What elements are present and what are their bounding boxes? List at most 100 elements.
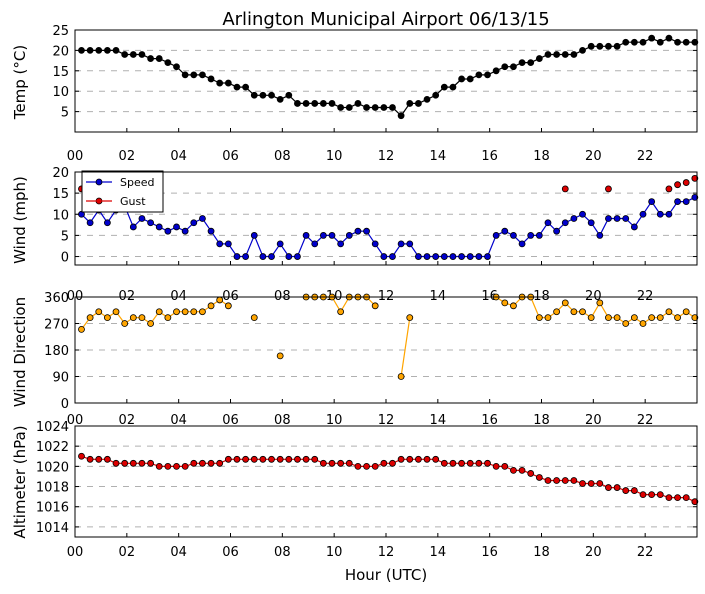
altimeter-point bbox=[561, 477, 569, 484]
x-tick-label: 04 bbox=[170, 545, 187, 560]
speed-point bbox=[510, 232, 517, 239]
y-axis-title: Altimeter (hPa) bbox=[11, 425, 29, 538]
plot-frame bbox=[74, 425, 698, 538]
speed-point bbox=[259, 253, 267, 260]
altimeter-point bbox=[389, 459, 396, 467]
speed-point bbox=[242, 253, 250, 260]
x-tick-label: 10 bbox=[326, 149, 343, 164]
direction-point bbox=[216, 296, 224, 304]
temp-point bbox=[363, 104, 370, 111]
speed-point bbox=[484, 253, 491, 260]
x-tick-label: 02 bbox=[119, 545, 136, 560]
gust-point bbox=[561, 185, 569, 193]
speed-point bbox=[605, 215, 612, 222]
altimeter-point bbox=[648, 491, 656, 499]
speed-point bbox=[587, 219, 595, 227]
temp-point bbox=[596, 42, 604, 50]
temp-point bbox=[423, 95, 431, 103]
speed-point bbox=[216, 240, 224, 248]
x-tick-label: 00 bbox=[67, 413, 84, 428]
direction-point bbox=[173, 308, 180, 316]
speed-point bbox=[337, 240, 345, 248]
x-tick-label: 02 bbox=[119, 149, 136, 164]
legend-speed-label: Speed bbox=[120, 176, 154, 189]
temp-point bbox=[389, 104, 396, 111]
direction-point bbox=[656, 314, 664, 322]
altimeter-point bbox=[510, 466, 517, 474]
panel-wind: 05101520000204060810121416182022Wind (mp… bbox=[11, 166, 699, 304]
y-tick-label: 1022 bbox=[36, 440, 69, 455]
direction-point bbox=[78, 325, 85, 333]
temp-point bbox=[103, 47, 111, 54]
temp-point bbox=[432, 91, 440, 99]
x-tick-label: 14 bbox=[430, 149, 447, 164]
altimeter-point bbox=[553, 477, 561, 484]
direction-point bbox=[648, 314, 656, 322]
altimeter-point bbox=[544, 477, 552, 484]
temp-point bbox=[233, 83, 241, 91]
speed-point bbox=[328, 232, 336, 239]
altimeter-point bbox=[674, 494, 681, 502]
altimeter-point bbox=[276, 455, 284, 463]
altimeter-point bbox=[242, 455, 250, 463]
speed-point bbox=[311, 240, 319, 248]
temp-point bbox=[276, 95, 284, 103]
altimeter-point bbox=[665, 494, 673, 502]
temp-point bbox=[268, 91, 275, 99]
altimeter-point bbox=[622, 487, 630, 494]
gust-point bbox=[674, 181, 681, 189]
direction-point bbox=[570, 308, 578, 316]
altimeter-point bbox=[78, 452, 85, 460]
speed-point bbox=[103, 219, 111, 227]
speed-point bbox=[250, 232, 258, 239]
altimeter-point bbox=[371, 462, 379, 470]
altimeter-point bbox=[579, 480, 586, 487]
speed-point bbox=[181, 227, 189, 235]
direction-point bbox=[250, 314, 258, 322]
speed-point bbox=[656, 210, 664, 218]
temp-point bbox=[466, 75, 474, 83]
temp-point bbox=[216, 79, 224, 87]
legend-box bbox=[81, 170, 164, 213]
y-tick-label: 15 bbox=[52, 65, 69, 80]
x-tick-label: 22 bbox=[637, 413, 654, 428]
y-axis-title: Temp (°C) bbox=[11, 45, 29, 120]
y-axis-title: Wind (mph) bbox=[11, 176, 29, 264]
altimeter-point bbox=[423, 455, 431, 463]
direction-point bbox=[371, 302, 379, 310]
temp-point bbox=[648, 34, 656, 42]
direction-point bbox=[138, 314, 146, 322]
temp-point bbox=[691, 38, 699, 46]
direction-point bbox=[587, 314, 595, 322]
altimeter-point bbox=[656, 491, 664, 499]
speed-point bbox=[630, 223, 638, 231]
speed-point bbox=[665, 210, 673, 218]
altimeter-point bbox=[155, 462, 163, 470]
speed-point bbox=[544, 219, 552, 227]
speed-point bbox=[570, 215, 578, 222]
speed-point bbox=[389, 253, 396, 260]
altimeter-point bbox=[103, 455, 111, 463]
speed-point bbox=[294, 253, 301, 260]
altimeter-point bbox=[147, 459, 154, 467]
temp-point bbox=[630, 38, 638, 46]
temp-point bbox=[319, 100, 327, 107]
speed-point bbox=[345, 232, 353, 239]
y-tick-label: 0 bbox=[61, 397, 69, 412]
x-tick-label: 20 bbox=[585, 545, 602, 560]
x-tick-label: 14 bbox=[430, 413, 447, 428]
temp-point bbox=[121, 51, 129, 58]
speed-point bbox=[674, 198, 681, 205]
speed-point bbox=[613, 215, 621, 222]
temp-point bbox=[250, 91, 258, 99]
altimeter-point bbox=[535, 474, 543, 481]
altimeter-point bbox=[207, 459, 215, 467]
x-tick-label: 06 bbox=[222, 545, 239, 560]
altimeter-point bbox=[345, 459, 353, 467]
temp-point bbox=[86, 47, 94, 54]
x-tick-label: 10 bbox=[326, 545, 343, 560]
y-tick-label: 1014 bbox=[36, 521, 69, 536]
direction-point bbox=[544, 314, 552, 322]
y-tick-label: 90 bbox=[52, 371, 69, 386]
